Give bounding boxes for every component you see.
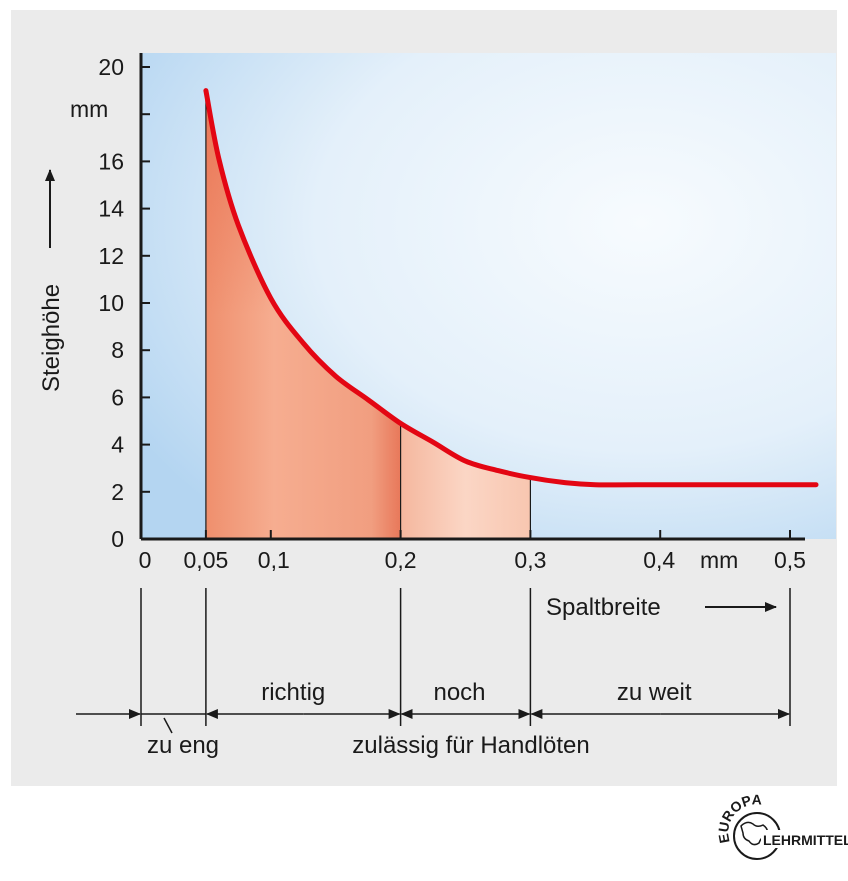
y-tick-label: 20 [98, 54, 124, 80]
region-fill-noch [400, 423, 531, 539]
y-tick-label: 16 [98, 148, 124, 174]
range-scale: richtig noch zu weit zu eng zulässig für Han… [76, 588, 791, 759]
range-label: zu eng [147, 732, 219, 759]
x-tick-label: 0,4 [643, 547, 675, 573]
y-tick-label: 6 [111, 384, 124, 410]
y-tick-label: 0 [111, 526, 124, 552]
x-axis-title: Spaltbreite [546, 594, 777, 621]
x-axis-label: Spaltbreite [546, 594, 661, 621]
logo-band [761, 830, 841, 848]
y-axis-title: Steighöhe [38, 169, 65, 392]
y-tick-label: 8 [111, 337, 124, 363]
range-leader [163, 717, 173, 734]
y-tick-label: 4 [111, 432, 124, 458]
regions-layer [205, 90, 532, 539]
x-tick-label: 0,2 [385, 547, 417, 573]
range-label: richtig [261, 679, 325, 706]
y-unit-label: mm [70, 96, 108, 122]
x-tick-label: 0,05 [184, 547, 229, 573]
y-tick-label: 2 [111, 479, 124, 505]
logo-bottom-text: LEHRMITTEL [763, 832, 848, 848]
y-tick-label: 14 [98, 196, 124, 222]
x-unit-label: mm [700, 547, 738, 573]
x-tick-label: 0,5 [774, 547, 806, 573]
series-curve [203, 88, 819, 488]
x-tick-label: 0,3 [514, 547, 546, 573]
range-label: noch [433, 679, 485, 706]
curve-layer [203, 88, 819, 488]
publisher-logo: EUROPA LEHRMITTEL [715, 791, 848, 860]
x-tick-label: 0 [139, 547, 152, 573]
y-tick-labels: 0 2 4 6 8 10 12 14 16 20 [98, 54, 150, 552]
x-tick-labels: 0 0,05 0,1 0,2 0,3 0,4 0,5 [139, 530, 806, 573]
range-label: zu weit [617, 679, 692, 706]
axes-layer [139, 53, 805, 541]
region-shade-richtig [205, 90, 401, 539]
y-tick-label: 12 [98, 243, 124, 269]
x-tick-label: 0,1 [258, 547, 290, 573]
bracket-label: zulässig für Handlöten [352, 732, 589, 759]
y-axis-label: Steighöhe [38, 284, 65, 392]
y-tick-label: 10 [98, 290, 124, 316]
